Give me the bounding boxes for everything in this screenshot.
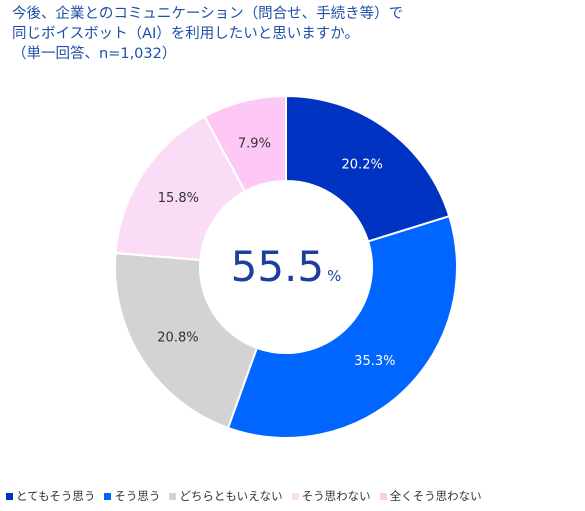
legend-item: そう思わない bbox=[291, 488, 371, 504]
legend-item: どちらともいえない bbox=[169, 488, 283, 504]
legend-swatch bbox=[291, 492, 299, 500]
slice-label: 20.2% bbox=[342, 158, 383, 173]
title-line: （単一回答、n=1,032） bbox=[12, 46, 177, 62]
legend-swatch bbox=[169, 492, 177, 500]
slice-label: 7.9% bbox=[238, 136, 271, 151]
center-value: 55.5% bbox=[231, 242, 342, 291]
legend-swatch bbox=[104, 492, 112, 500]
chart-title: 今後、企業とのコミュニケーション（問合せ、手続き等）で 同じボイスボット（AI）… bbox=[12, 4, 572, 64]
legend-label: そう思わない bbox=[301, 489, 371, 503]
donut-chart: 20.2% 35.3% 20.8% 15.8% 7.9% 55.5% bbox=[114, 94, 458, 439]
legend-label: 全くそう思わない bbox=[389, 489, 482, 503]
title-line: 同じボイスボット（AI）を利用したいと思いますか。 bbox=[12, 26, 359, 42]
legend-item: とてもそう思う bbox=[6, 488, 95, 504]
donut-slice bbox=[114, 251, 259, 430]
donut-slice bbox=[226, 214, 458, 439]
slice-label: 15.8% bbox=[158, 191, 199, 206]
legend-item: そう思う bbox=[104, 488, 160, 504]
slice-label: 20.8% bbox=[157, 331, 198, 346]
title-line: 今後、企業とのコミュニケーション（問合せ、手続き等）で bbox=[12, 6, 404, 22]
legend-label: どちらともいえない bbox=[179, 489, 283, 503]
donut-slice bbox=[203, 94, 287, 193]
legend-label: とてもそう思う bbox=[16, 489, 96, 503]
legend-item: 全くそう思わない bbox=[379, 488, 482, 504]
legend-swatch bbox=[6, 492, 13, 500]
chart-legend: とてもそう思う そう思う どちらともいえない そう思わない 全くそう思わない bbox=[6, 488, 584, 504]
legend-swatch bbox=[379, 492, 387, 500]
slice-label: 35.3% bbox=[354, 354, 395, 369]
donut-slice bbox=[285, 94, 451, 243]
legend-label: そう思う bbox=[114, 489, 161, 503]
